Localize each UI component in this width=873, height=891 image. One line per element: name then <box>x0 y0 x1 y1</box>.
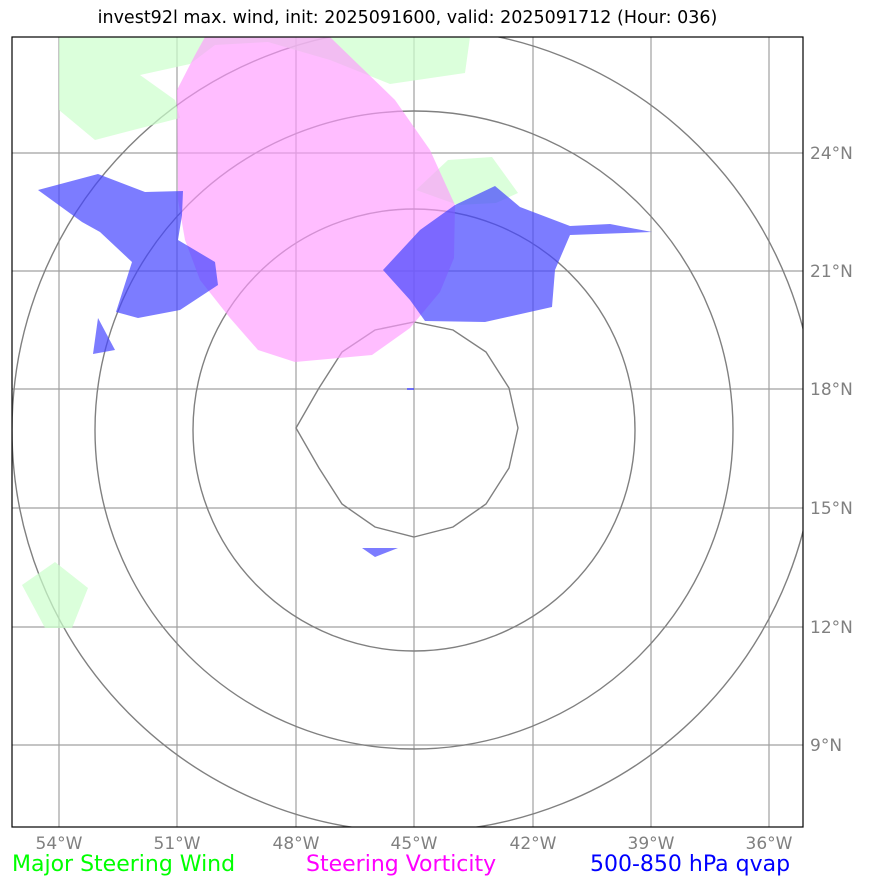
qvap-area-small-south <box>362 548 398 557</box>
legend-steering-vorticity: Steering Vorticity <box>306 852 497 877</box>
lon-tick-label: 36°W <box>746 834 793 854</box>
lat-tick-label: 24°N <box>810 144 853 164</box>
lon-tick-label: 51°W <box>154 834 201 854</box>
lon-tick-label: 39°W <box>628 834 675 854</box>
legend-qvap: 500-850 hPa qvap <box>590 852 791 877</box>
lon-tick-label: 45°W <box>391 834 438 854</box>
range-ring-3 <box>94 110 734 750</box>
lat-tick-label: 15°N <box>810 499 853 519</box>
qvap-area-east <box>383 186 652 322</box>
lat-tick-label: 12°N <box>810 618 853 638</box>
vorticity-areas <box>177 37 455 362</box>
map-title: invest92l max. wind, init: 2025091600, v… <box>97 8 718 28</box>
lat-tick-label: 18°N <box>810 380 853 400</box>
plot-frame <box>11 36 804 828</box>
lon-tick-label: 54°W <box>36 834 83 854</box>
legend-major-steering-wind: Major Steering Wind <box>12 852 236 877</box>
lon-tick-labels: 54°W 51°W 48°W 45°W 42°W 39°W 36°W <box>36 834 793 854</box>
qvap-areas <box>38 174 652 557</box>
wind-area-southwest <box>22 562 88 628</box>
lat-tick-label: 9°N <box>810 736 842 756</box>
wind-area-north <box>59 37 470 140</box>
qvap-area-west <box>38 174 218 318</box>
qvap-area-small-west <box>93 318 115 354</box>
lat-tick-labels: 24°N 21°N 18°N 15°N 12°N 9°N <box>810 144 853 756</box>
lat-tick-label: 21°N <box>810 262 853 282</box>
lon-tick-label: 42°W <box>510 834 557 854</box>
vorticity-area-main <box>177 37 455 362</box>
lon-tick-label: 48°W <box>273 834 320 854</box>
